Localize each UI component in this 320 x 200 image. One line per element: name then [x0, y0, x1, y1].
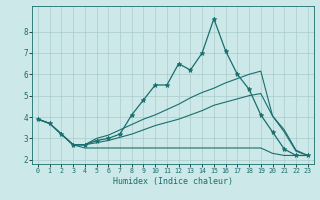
- X-axis label: Humidex (Indice chaleur): Humidex (Indice chaleur): [113, 177, 233, 186]
